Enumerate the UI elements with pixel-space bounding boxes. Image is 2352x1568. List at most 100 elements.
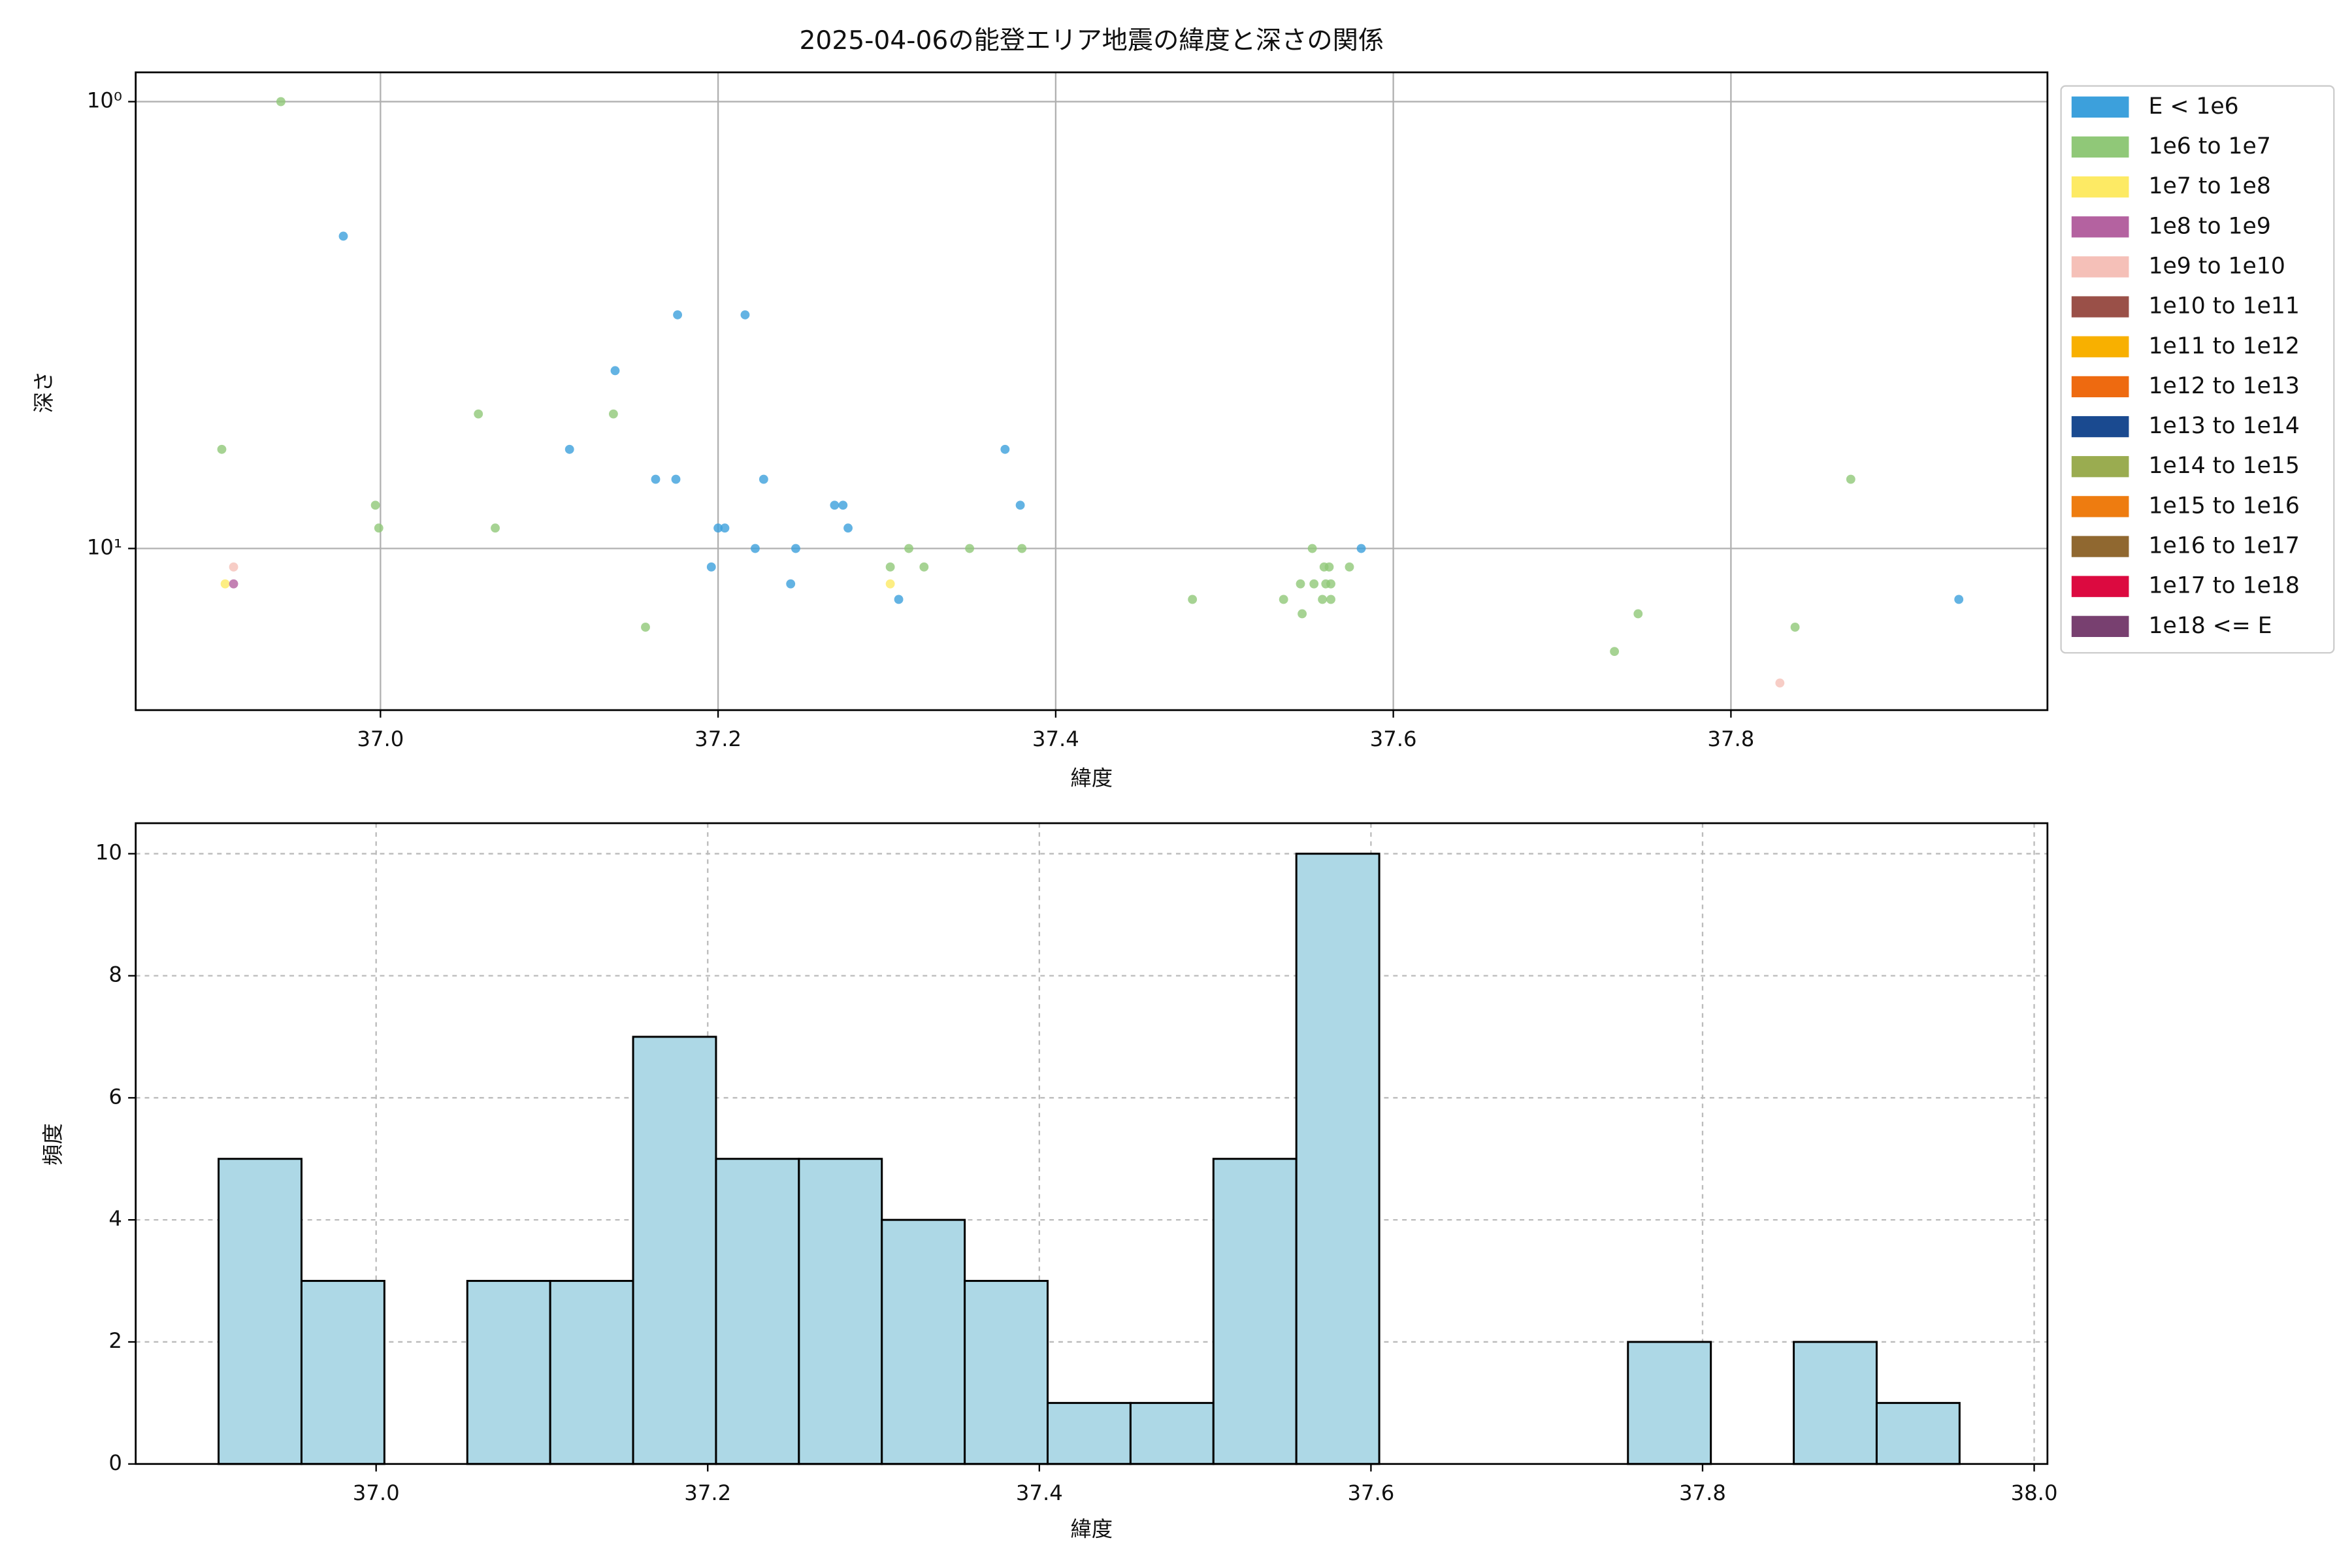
bar	[1047, 1401, 1132, 1465]
bar	[1295, 853, 1380, 1465]
legend-swatch	[2071, 615, 2129, 637]
bar	[300, 1280, 385, 1465]
point	[1633, 609, 1643, 619]
bar	[1627, 1341, 1712, 1465]
point	[1775, 678, 1785, 688]
legend-label: 1e17 to 1e18	[2148, 573, 2299, 599]
point	[1296, 579, 1305, 589]
point	[1790, 623, 1800, 632]
point	[671, 474, 681, 484]
point	[965, 544, 975, 553]
x-tick-label: 37.4	[1016, 1480, 1063, 1505]
point	[564, 444, 574, 454]
legend-swatch	[2071, 496, 2129, 517]
point	[706, 562, 716, 572]
y-axis-label: 深さ	[31, 371, 56, 414]
legend-swatch	[2071, 216, 2129, 238]
y-tick-label: 10⁰	[87, 88, 122, 113]
bar	[881, 1218, 966, 1465]
x-tick-label: 37.8	[1707, 727, 1754, 751]
bar	[632, 1036, 717, 1465]
point	[1307, 544, 1317, 553]
point	[374, 523, 384, 533]
point	[1324, 562, 1334, 572]
legend-label: 1e7 to 1e8	[2148, 173, 2270, 199]
y-axis-label: 頻度	[41, 1123, 65, 1166]
chart-title: 2025-04-06の能登エリア地震の緯度と深さの関係	[799, 26, 1384, 56]
bar	[218, 1158, 302, 1465]
legend-swatch	[2071, 576, 2129, 597]
y-tick-label: 10¹	[87, 535, 122, 560]
x-tick-label: 37.2	[694, 727, 742, 751]
point	[885, 579, 895, 589]
y-tick-label: 4	[108, 1206, 122, 1231]
x-tick-label: 37.0	[353, 1480, 400, 1505]
x-tick-label: 37.0	[357, 727, 404, 751]
point	[740, 310, 750, 319]
legend-label: 1e12 to 1e13	[2148, 373, 2299, 399]
point	[220, 579, 230, 589]
point	[608, 409, 618, 419]
legend-label: 1e15 to 1e16	[2148, 493, 2299, 519]
point	[1610, 647, 1620, 657]
point	[474, 409, 483, 419]
point	[276, 97, 286, 106]
bar	[798, 1158, 883, 1465]
x-tick-label: 37.6	[1370, 727, 1417, 751]
legend-swatch	[2071, 96, 2129, 118]
point	[720, 523, 730, 533]
bar	[1212, 1158, 1298, 1465]
x-axis-label: 緯度	[1070, 1516, 1113, 1541]
bar	[1129, 1401, 1215, 1465]
point	[751, 544, 760, 553]
legend-swatch	[2071, 376, 2129, 398]
legend-label: 1e8 to 1e9	[2148, 213, 2270, 239]
legend-label: 1e18 <= E	[2148, 613, 2272, 639]
point	[641, 623, 650, 632]
point	[885, 562, 895, 572]
point	[370, 500, 380, 510]
legend-swatch	[2071, 256, 2129, 278]
legend-swatch	[2071, 296, 2129, 318]
point	[791, 544, 800, 553]
point	[843, 523, 853, 533]
point	[830, 500, 840, 510]
point	[1015, 500, 1025, 510]
x-tick-label: 38.0	[2011, 1480, 2058, 1505]
legend-label: 1e13 to 1e14	[2148, 413, 2299, 439]
point	[1309, 579, 1319, 589]
point	[919, 562, 929, 572]
legend-swatch	[2071, 536, 2129, 557]
y-tick-label: 8	[108, 962, 122, 987]
legend-box	[2060, 85, 2335, 654]
x-tick-label: 37.4	[1032, 727, 1079, 751]
legend-label: 1e16 to 1e17	[2148, 533, 2299, 559]
point	[651, 474, 661, 484]
y-tick-label: 2	[108, 1328, 122, 1353]
legend-swatch	[2071, 176, 2129, 198]
bar	[549, 1280, 634, 1465]
point	[838, 500, 848, 510]
point	[1188, 595, 1198, 604]
x-axis-label: 緯度	[1070, 766, 1113, 791]
y-tick-label: 0	[108, 1450, 122, 1475]
x-tick-label: 37.8	[1679, 1480, 1726, 1505]
legend-label: 1e6 to 1e7	[2148, 133, 2270, 159]
point	[217, 444, 227, 454]
point	[1298, 609, 1307, 619]
plot-frame	[135, 71, 2049, 711]
bar	[964, 1280, 1049, 1465]
y-tick-label: 10	[95, 840, 122, 865]
plot-frame	[135, 822, 2049, 1465]
point	[1000, 444, 1010, 454]
point	[1356, 544, 1366, 553]
x-tick-label: 37.6	[1347, 1480, 1394, 1505]
bar	[1793, 1341, 1878, 1465]
point	[1318, 595, 1328, 604]
legend-label: 1e11 to 1e12	[2148, 333, 2299, 359]
point	[491, 523, 500, 533]
point	[1345, 562, 1354, 572]
legend-swatch	[2071, 416, 2129, 438]
point	[229, 562, 238, 572]
